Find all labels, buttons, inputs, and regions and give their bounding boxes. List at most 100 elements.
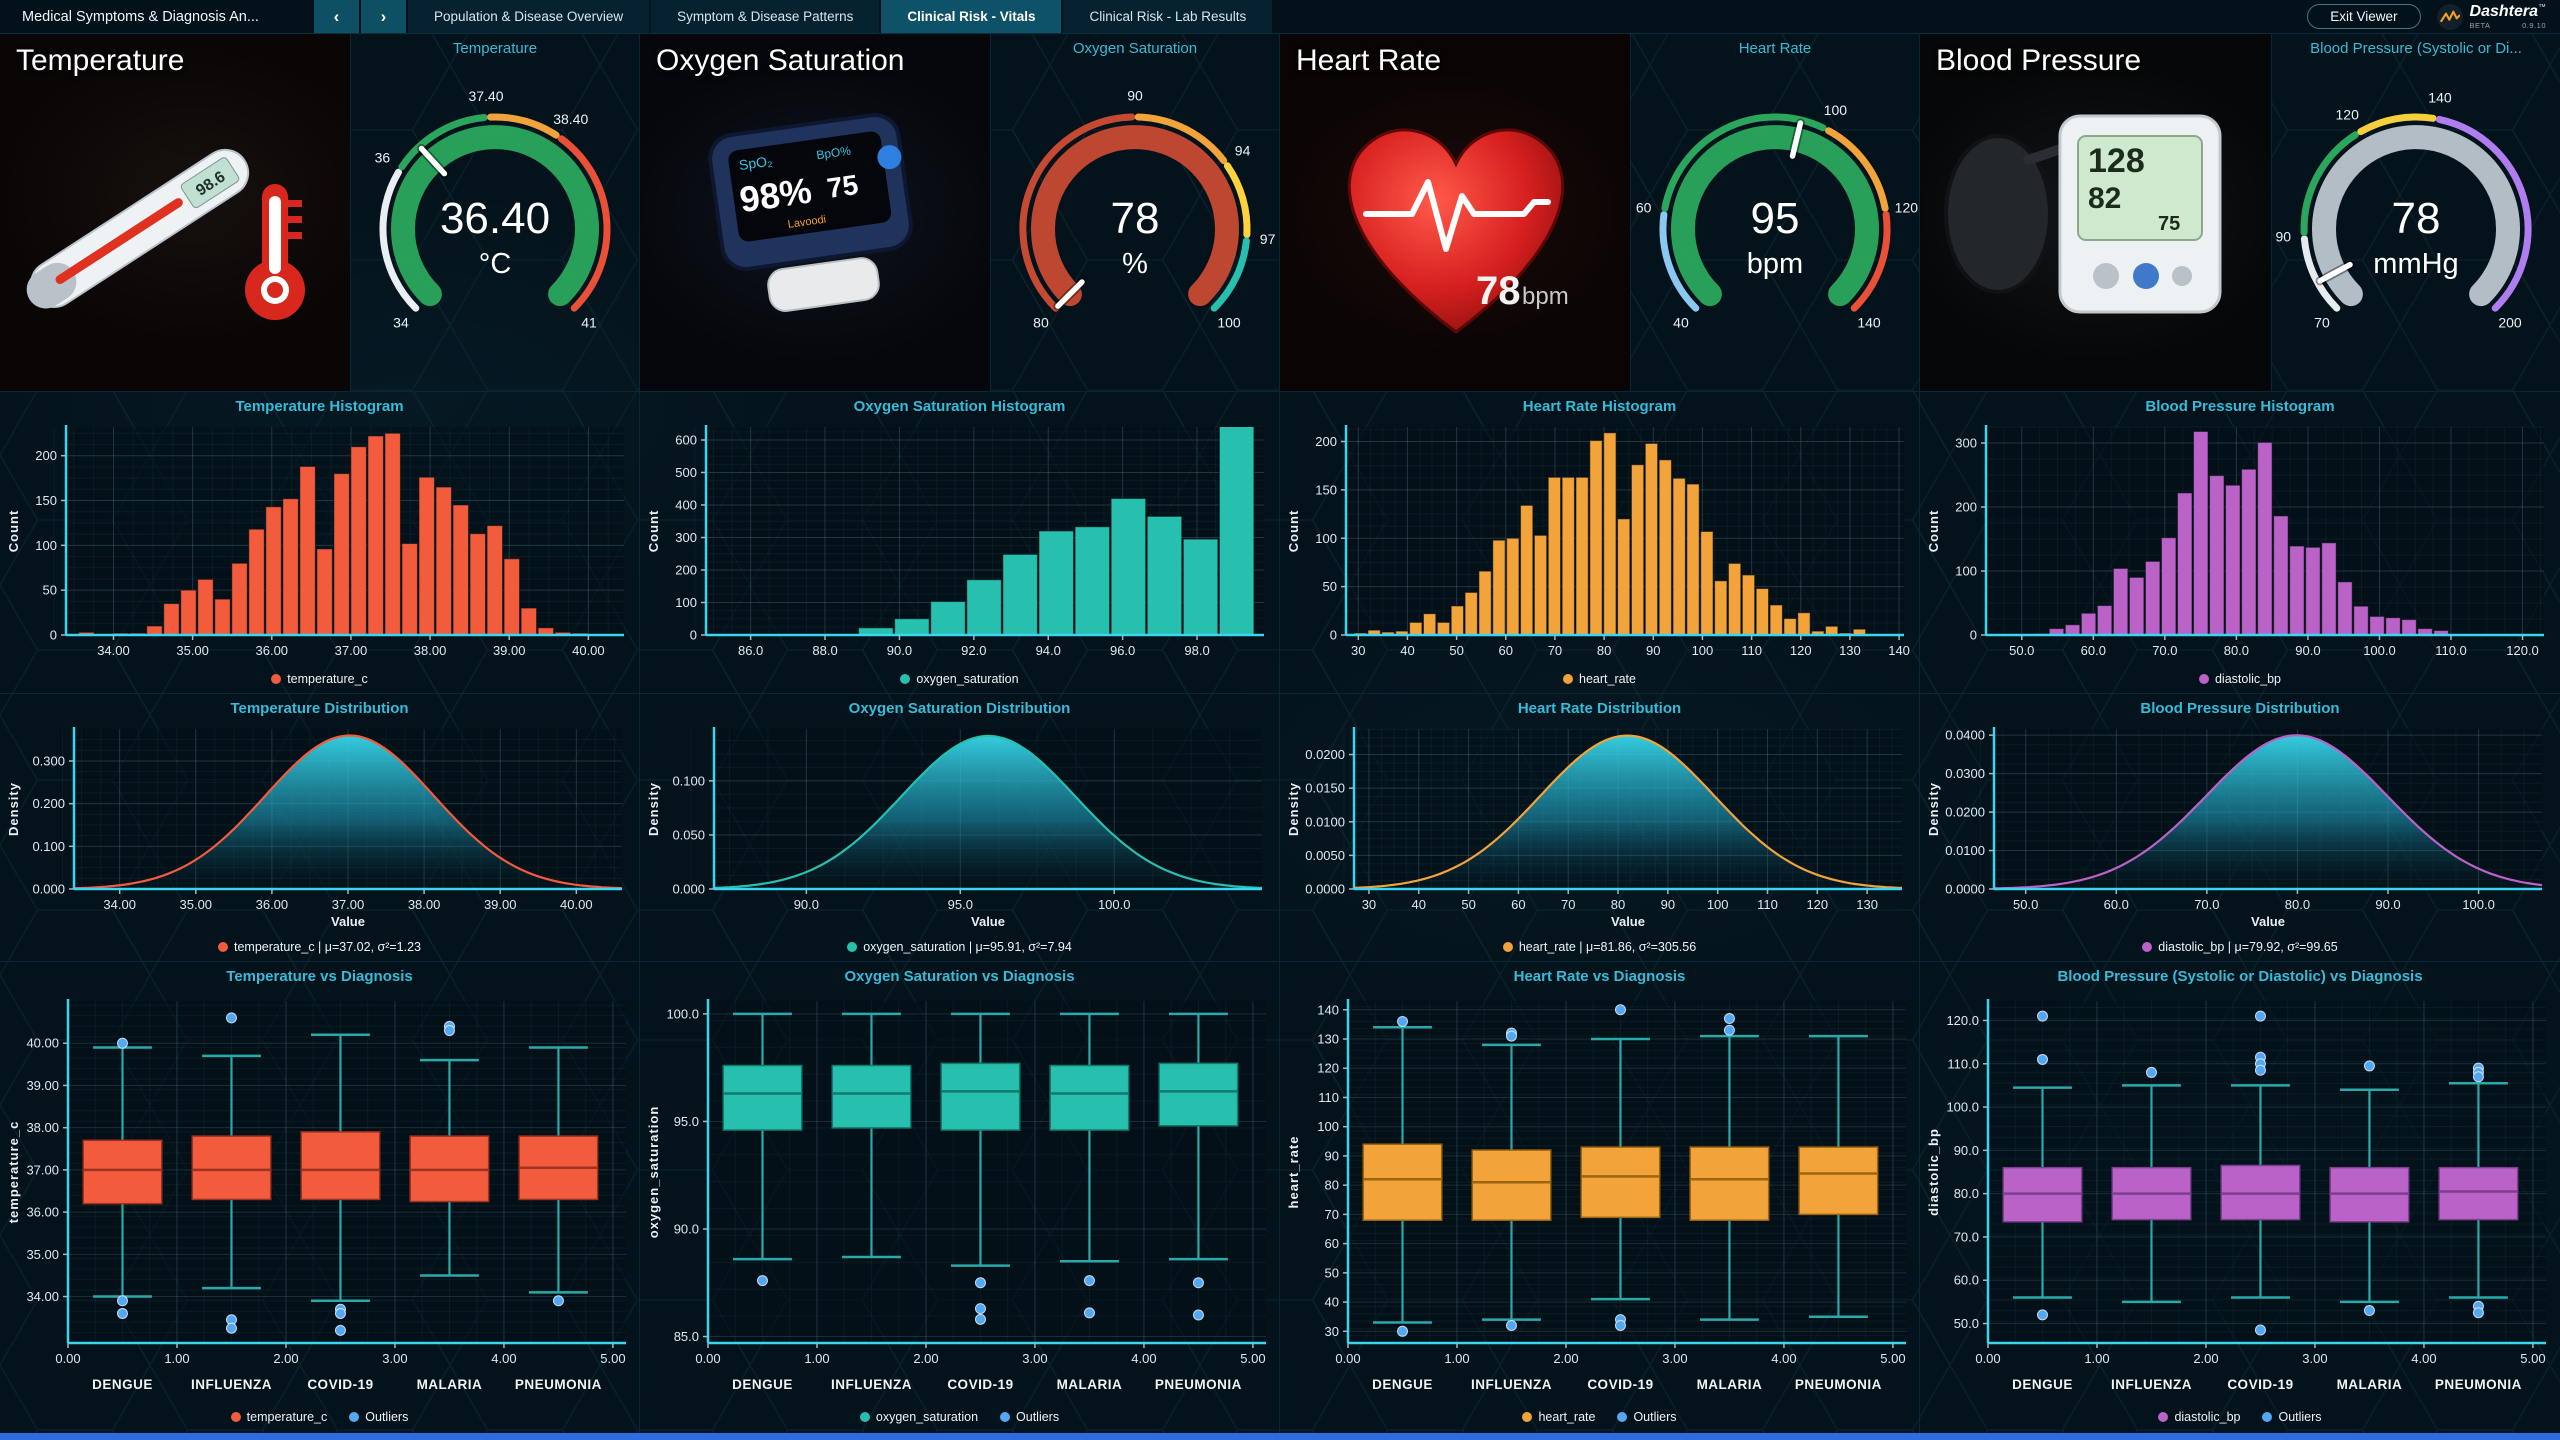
oxygen-gauge-chart[interactable]: 80 90 94 97 100 78% bbox=[991, 61, 1279, 387]
svg-text:40: 40 bbox=[1411, 897, 1425, 912]
svg-text:0.0200: 0.0200 bbox=[1945, 805, 1985, 820]
svg-text:100: 100 bbox=[1317, 1119, 1339, 1134]
oxygen-distribution-chart[interactable]: 90.0 95.0 100.0 0.000 0.050 0.100 Density Value bbox=[642, 721, 1278, 933]
nav-next-button[interactable]: › bbox=[359, 0, 406, 33]
svg-text:5.00: 5.00 bbox=[600, 1351, 625, 1366]
svg-text:94: 94 bbox=[1235, 142, 1251, 158]
panel-title: Temperature Histogram bbox=[235, 398, 404, 415]
svg-text:4.00: 4.00 bbox=[1131, 1351, 1156, 1366]
svg-text:94.0: 94.0 bbox=[1035, 643, 1060, 658]
chart-legend[interactable]: oxygen_saturation bbox=[640, 665, 1279, 693]
svg-text:Density: Density bbox=[6, 782, 21, 836]
heart-bpm-unit: bpm bbox=[1522, 283, 1569, 310]
svg-text:%: % bbox=[1122, 248, 1148, 280]
tab-clinical-risk-lab-results[interactable]: Clinical Risk - Lab Results bbox=[1061, 0, 1273, 33]
svg-text:0.000: 0.000 bbox=[672, 882, 705, 897]
chart-legend[interactable]: diastolic_bp bbox=[1920, 665, 2560, 693]
svg-text:0.0150: 0.0150 bbox=[1305, 781, 1345, 796]
chart-legend[interactable]: heart_rate Outliers bbox=[1280, 1401, 1919, 1433]
svg-text:0.00: 0.00 bbox=[55, 1351, 80, 1366]
heart-gauge-chart[interactable]: 40 60 100 120 140 95 bpm bbox=[1631, 61, 1919, 387]
bp-distribution-chart[interactable]: 50.0 60.0 70.0 80.0 90.0 100.0 0.0000 0.0100 0.0… bbox=[1922, 721, 2558, 933]
svg-text:200: 200 bbox=[35, 448, 57, 463]
svg-text:COVID-19: COVID-19 bbox=[947, 1377, 1013, 1392]
svg-text:0.0400: 0.0400 bbox=[1945, 728, 1985, 743]
svg-text:100.0: 100.0 bbox=[1097, 897, 1130, 912]
svg-text:4.00: 4.00 bbox=[491, 1351, 516, 1366]
svg-text:0.0050: 0.0050 bbox=[1305, 848, 1345, 863]
svg-text:INFLUENZA: INFLUENZA bbox=[830, 1377, 911, 1392]
temperature-distribution-chart[interactable]: 34.00 35.00 36.00 37.00 38.00 39.00 40.00 0.000… bbox=[2, 721, 638, 933]
chart-legend[interactable]: diastolic_bp Outliers bbox=[1920, 1401, 2560, 1433]
temperature-histogram-chart[interactable]: 34.00 35.00 36.00 37.00 38.00 39.00 40.00 0 50 10… bbox=[2, 419, 638, 665]
svg-text:100: 100 bbox=[1217, 315, 1241, 331]
panel-title: Heart Rate Histogram bbox=[1522, 398, 1677, 415]
svg-text:Value: Value bbox=[1611, 914, 1645, 929]
heart-rate-image-tile: Heart Rate 78 bpm bbox=[1280, 34, 1631, 391]
svg-text:35.00: 35.00 bbox=[179, 897, 212, 912]
svg-text:1.00: 1.00 bbox=[2084, 1351, 2109, 1366]
tab-symptom-disease-patterns[interactable]: Symptom & Disease Patterns bbox=[649, 0, 880, 33]
tab-population-disease-overview[interactable]: Population & Disease Overview bbox=[406, 0, 650, 33]
heart-histogram-panel: Heart Rate Histogram 30 40 50 60 70 80 90 100 11… bbox=[1280, 392, 1919, 694]
legend-label: temperature_c | μ=37.02, σ²=1.23 bbox=[233, 940, 422, 954]
outlier-legend-label: Outliers bbox=[2278, 1410, 2322, 1424]
svg-text:150: 150 bbox=[1315, 482, 1337, 497]
chart-legend[interactable]: temperature_c bbox=[0, 665, 639, 693]
chart-legend[interactable]: oxygen_saturation Outliers bbox=[640, 1401, 1279, 1433]
chart-legend[interactable]: temperature_c | μ=37.02, σ²=1.23 bbox=[0, 933, 639, 961]
svg-text:30: 30 bbox=[1324, 1324, 1338, 1339]
pulse-oximeter-image: SpO₂ BpO% 98% 75 Lavoodi bbox=[708, 112, 913, 312]
svg-text:80.0: 80.0 bbox=[2224, 643, 2249, 658]
svg-text:50: 50 bbox=[1322, 579, 1336, 594]
panel-title: Blood Pressure Distribution bbox=[2140, 700, 2340, 717]
exit-viewer-button[interactable]: Exit Viewer bbox=[2307, 4, 2421, 29]
svg-text:DENGUE: DENGUE bbox=[1372, 1377, 1433, 1392]
bp-histogram-chart[interactable]: 50.0 60.0 70.0 80.0 90.0 100.0 110.0 120.0 0 100 2… bbox=[1922, 419, 2558, 665]
heart-distribution-chart[interactable]: 30 40 50 60 70 80 90 100 110 120 130 0.0000 0.0050 0.… bbox=[1282, 721, 1918, 933]
svg-text:38.00: 38.00 bbox=[407, 897, 440, 912]
svg-text:2.00: 2.00 bbox=[1553, 1351, 1578, 1366]
svg-text:DENGUE: DENGUE bbox=[92, 1377, 153, 1392]
svg-text:120: 120 bbox=[2336, 107, 2360, 123]
svg-text:PNEUMONIA: PNEUMONIA bbox=[514, 1377, 601, 1392]
chart-legend[interactable]: temperature_c Outliers bbox=[0, 1401, 639, 1433]
temperature-gauge-chart[interactable]: 34 36 37.40 38.40 41 36.40 °C bbox=[351, 61, 639, 387]
nav-prev-button[interactable]: ‹ bbox=[312, 0, 359, 33]
svg-text:0: 0 bbox=[689, 628, 696, 643]
svg-text:mmHg: mmHg bbox=[2373, 248, 2458, 280]
chart-legend[interactable]: heart_rate | μ=81.86, σ²=305.56 bbox=[1280, 933, 1919, 961]
chart-legend[interactable]: heart_rate bbox=[1280, 665, 1919, 693]
svg-text:3.00: 3.00 bbox=[382, 1351, 407, 1366]
oxygen-boxplot-panel: Oxygen Saturation vs Diagnosis 0.00 1.00 2… bbox=[640, 962, 1279, 1433]
oxygen-histogram-panel: Oxygen Saturation Histogram 86.0 88.0 90.0… bbox=[640, 392, 1279, 694]
tab-clinical-risk-vitals[interactable]: Clinical Risk - Vitals bbox=[879, 0, 1062, 33]
svg-text:40.00: 40.00 bbox=[572, 643, 605, 658]
svg-text:1.00: 1.00 bbox=[1444, 1351, 1469, 1366]
svg-text:INFLUENZA: INFLUENZA bbox=[1470, 1377, 1551, 1392]
svg-text:Count: Count bbox=[6, 510, 21, 553]
app-title: Medical Symptoms & Diagnosis An... bbox=[22, 8, 259, 25]
oxygen-boxplot-chart[interactable]: 0.00 1.00 2.00 3.00 4.00 5.00 85.0 90.0 95.0 100.… bbox=[642, 989, 1278, 1401]
temperature-boxplot-chart[interactable]: 0.00 1.00 2.00 3.00 4.00 5.00 34.00 35.00 36.00 3… bbox=[2, 989, 638, 1401]
svg-text:110: 110 bbox=[1318, 1090, 1339, 1105]
svg-text:0.0300: 0.0300 bbox=[1945, 766, 1985, 781]
bp-boxplot-chart[interactable]: 0.00 1.00 2.00 3.00 4.00 5.00 50.0 60.0 70.0 80.0… bbox=[1922, 989, 2558, 1401]
temperature-gauge-title: Temperature bbox=[452, 40, 538, 57]
svg-text:INFLUENZA: INFLUENZA bbox=[2111, 1377, 2192, 1392]
temperature-column: Temperature 98.6 bbox=[0, 34, 640, 1433]
svg-text:200: 200 bbox=[1315, 434, 1337, 449]
oxygen-histogram-chart[interactable]: 86.0 88.0 90.0 92.0 94.0 96.0 98.0 0 100 200 300 40… bbox=[642, 419, 1278, 665]
bp-gauge-chart[interactable]: 70 90 120 140 200 78 mmHg bbox=[2272, 61, 2560, 387]
heart-histogram-chart[interactable]: 30 40 50 60 70 80 90 100 110 120 130 140 0 50 100 150 20… bbox=[1282, 419, 1918, 665]
svg-text:110.0: 110.0 bbox=[2435, 643, 2467, 658]
svg-text:600: 600 bbox=[675, 433, 697, 448]
chart-legend[interactable]: diastolic_bp | μ=79.92, σ²=99.65 bbox=[1920, 933, 2560, 961]
svg-text:diastolic_bp: diastolic_bp bbox=[1926, 1128, 1941, 1216]
chart-legend[interactable]: oxygen_saturation | μ=95.91, σ²=7.94 bbox=[640, 933, 1279, 961]
svg-text:120: 120 bbox=[1806, 897, 1828, 912]
brand-text: Dashtera™ BETA 0.9.10 bbox=[2470, 3, 2546, 30]
heart-boxplot-chart[interactable]: 0.00 1.00 2.00 3.00 4.00 5.00 30 40 50 60 70 80 90 10… bbox=[1282, 989, 1918, 1401]
dashtera-logo[interactable]: Dashtera™ BETA 0.9.10 bbox=[2436, 3, 2546, 30]
svg-text:2.00: 2.00 bbox=[2193, 1351, 2218, 1366]
